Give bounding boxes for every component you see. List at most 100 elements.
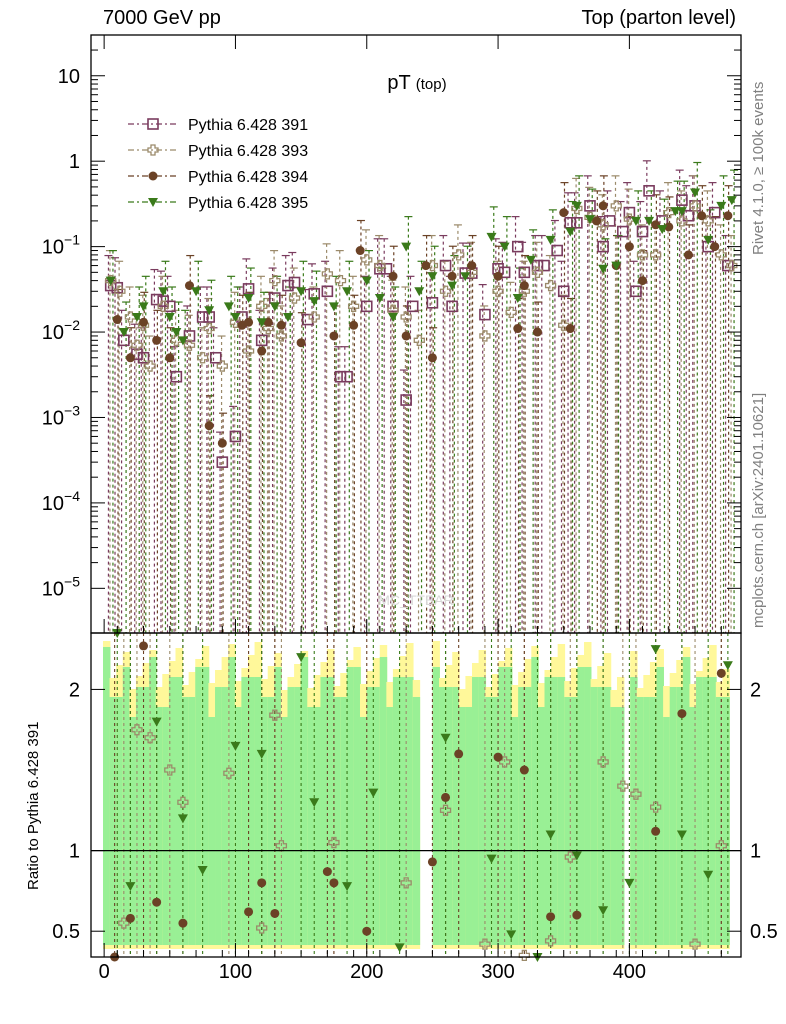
- data-point: [644, 216, 655, 226]
- data-point: [170, 370, 183, 383]
- ratio-point: [329, 878, 339, 888]
- data-point: [571, 217, 583, 229]
- data-point: [347, 300, 360, 312]
- ratio-band-green: [544, 677, 552, 945]
- ratio-band-green: [432, 667, 440, 945]
- data-point: [216, 456, 229, 468]
- ratio-point: [716, 668, 726, 678]
- ratio-point: [479, 938, 491, 950]
- data-point: [355, 246, 365, 256]
- data-point: [598, 201, 608, 211]
- ratio-point: [223, 767, 235, 779]
- data-point: [545, 235, 556, 245]
- data-point: [603, 215, 616, 227]
- y-tick-label: 10−4: [42, 488, 80, 515]
- data-point: [170, 334, 183, 346]
- data-point: [196, 311, 209, 323]
- ratio-band-green: [175, 677, 183, 945]
- ratio-point: [256, 922, 268, 934]
- data-point: [334, 274, 347, 287]
- data-point: [559, 208, 569, 218]
- ratio-point: [131, 724, 143, 736]
- x-tick-label: 300: [481, 961, 514, 983]
- y-tick-label: 10−3: [42, 402, 80, 429]
- ratio-point: [296, 653, 307, 663]
- data-point: [139, 317, 149, 327]
- ratio-point: [144, 732, 156, 744]
- data-point: [426, 296, 439, 309]
- data-point: [400, 394, 412, 406]
- data-point: [165, 353, 175, 363]
- ratio-point: [269, 709, 281, 721]
- data-point: [374, 262, 386, 275]
- data-point: [152, 335, 162, 345]
- data-point: [565, 227, 576, 237]
- ratio-point: [546, 912, 556, 922]
- data-point: [125, 353, 135, 363]
- ratio-band-green: [610, 707, 618, 945]
- y-tick-label: 10−2: [42, 317, 80, 344]
- ratio-band-green: [182, 697, 190, 945]
- ratio-point: [518, 949, 530, 962]
- data-point: [531, 259, 544, 272]
- data-point: [296, 338, 306, 348]
- ratio-band-green: [300, 657, 309, 945]
- ratio-band-green: [168, 677, 177, 945]
- ratio-point: [400, 877, 412, 889]
- data-point: [518, 266, 531, 279]
- ratio-point: [649, 801, 662, 813]
- ratio-band-green: [103, 647, 111, 945]
- ratio-band-green: [254, 677, 262, 945]
- data-point: [447, 271, 457, 281]
- ratio-band-green: [274, 667, 282, 945]
- data-point: [544, 279, 557, 292]
- ratio-band-green: [439, 687, 447, 945]
- ratio-band-green: [603, 687, 612, 945]
- ratio-band-green: [498, 667, 506, 945]
- ratio-point: [597, 756, 609, 768]
- x-tick-label: 200: [350, 961, 383, 983]
- data-point: [538, 259, 550, 272]
- data-point: [571, 201, 582, 211]
- data-point: [342, 287, 353, 297]
- ratio-band-green: [373, 687, 381, 945]
- ratio-point: [454, 749, 464, 759]
- data-point: [643, 185, 655, 197]
- ratio-band-green: [682, 657, 691, 945]
- ratio-band-green: [307, 707, 315, 945]
- ratio-point: [630, 788, 642, 800]
- ratio-point: [506, 930, 517, 940]
- data-point: [183, 330, 196, 342]
- ratio-band-green: [722, 697, 730, 945]
- data-point: [623, 206, 636, 219]
- data-point: [722, 259, 734, 272]
- data-point: [229, 430, 242, 443]
- ratio-point: [178, 918, 188, 928]
- data-point: [723, 211, 733, 221]
- data-point: [209, 351, 222, 364]
- ratio-band-green: [188, 697, 197, 945]
- ratio-band-green: [597, 687, 605, 945]
- legend-marker: [147, 118, 159, 130]
- data-point: [636, 249, 649, 261]
- legend-label: Pythia 6.428 391: [188, 117, 308, 134]
- data-point: [624, 242, 634, 252]
- ratio-band-green: [261, 697, 269, 945]
- ratio-band-green: [208, 717, 216, 945]
- ratio-band-green: [135, 687, 144, 945]
- data-point: [112, 315, 122, 325]
- ratio-band-green: [399, 677, 407, 945]
- data-point: [321, 285, 334, 298]
- ratio-band-green: [577, 667, 585, 945]
- ratio-band-green: [228, 657, 236, 945]
- data-point: [256, 318, 267, 328]
- ratio-point: [439, 804, 452, 816]
- ratio-point: [650, 645, 661, 655]
- data-point: [492, 285, 504, 297]
- ratio-point: [362, 926, 372, 936]
- data-point: [413, 334, 425, 346]
- data-point: [617, 225, 629, 238]
- data-point: [565, 324, 575, 334]
- ratio-point: [486, 854, 497, 864]
- ratio-band-green: [570, 697, 579, 945]
